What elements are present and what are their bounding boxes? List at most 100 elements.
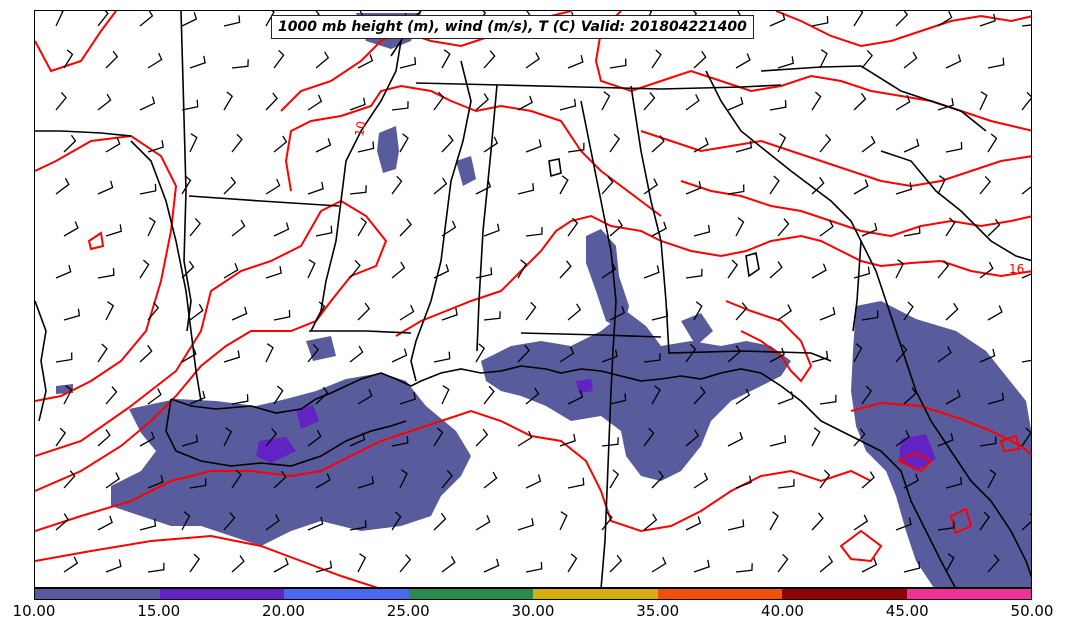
wind-barb <box>1021 359 1031 363</box>
precip-area-florida <box>851 301 1031 587</box>
colorbar-segment <box>782 589 907 599</box>
wind-barb <box>895 259 905 279</box>
wind-barb <box>693 386 706 405</box>
wind-barb <box>357 141 375 153</box>
wind-barb <box>727 184 745 195</box>
wind-barb <box>861 471 875 489</box>
wind-barb <box>55 427 67 447</box>
wind-barb <box>223 512 236 531</box>
wind-barb <box>1021 24 1031 27</box>
precip-core-1 <box>256 437 296 463</box>
wind-barb <box>483 223 500 237</box>
wind-barb <box>139 183 157 195</box>
lake <box>548 158 562 178</box>
wind-barb <box>189 390 206 405</box>
wind-barb <box>147 388 162 405</box>
wind-barb <box>567 142 585 153</box>
wind-barb <box>903 387 917 405</box>
wind-barb <box>441 220 457 237</box>
wind-barb <box>517 518 534 531</box>
wind-barb <box>819 307 836 321</box>
wind-barb <box>223 91 234 111</box>
precip-area-small-2 <box>306 336 336 361</box>
coastline <box>165 398 407 467</box>
wind-barb <box>945 389 961 405</box>
wind-barb <box>475 428 489 447</box>
wind-barb <box>853 266 871 279</box>
wind-barb <box>349 97 366 111</box>
wind-barb <box>811 15 829 27</box>
coastline <box>170 365 956 587</box>
wind-barb <box>55 177 70 195</box>
wind-barb <box>525 561 543 573</box>
wind-barb <box>441 49 451 69</box>
wind-barb <box>273 309 291 321</box>
wind-barb <box>861 135 876 153</box>
precip-area-small-1 <box>456 156 476 186</box>
state-boundary <box>760 65 987 132</box>
wind-barb <box>357 53 374 69</box>
wind-barb <box>315 51 330 69</box>
colorbar-tick-label: 40.00 <box>761 602 804 620</box>
wind-barb <box>63 134 77 153</box>
wind-barb <box>147 140 164 153</box>
wind-barb <box>525 139 542 153</box>
wind-barb <box>391 261 406 279</box>
wind-barb <box>315 473 331 489</box>
wind-barb <box>147 52 163 69</box>
wind-barb <box>189 133 198 153</box>
colorbar <box>34 588 1032 600</box>
coastline <box>35 300 47 422</box>
wind-barb <box>903 138 920 153</box>
wind-barb <box>769 347 785 363</box>
height-contour <box>35 199 388 492</box>
wind-barb <box>391 175 403 195</box>
wind-barb <box>987 57 1005 69</box>
wind-barb <box>685 343 697 363</box>
wind-barb <box>609 393 627 405</box>
wind-barb <box>181 511 191 531</box>
river <box>410 60 472 382</box>
wind-barb <box>777 479 795 489</box>
colorbar-segment <box>35 589 160 599</box>
wind-barb <box>265 266 282 279</box>
wind-barb <box>735 53 751 69</box>
height-contour <box>35 409 872 533</box>
wind-barb <box>147 217 156 237</box>
wind-barb <box>777 218 790 237</box>
wind-barb <box>651 49 662 69</box>
precip-core-3 <box>899 434 936 471</box>
wind-barb <box>105 472 120 489</box>
wind-barb <box>399 133 409 153</box>
wind-barb <box>651 470 664 489</box>
wind-barb <box>265 92 278 111</box>
contour-labels: 10 16 <box>352 120 1024 276</box>
wind-barb <box>475 267 493 279</box>
precip-core-2 <box>296 405 319 429</box>
lake <box>745 251 760 278</box>
wind-barb <box>517 183 535 195</box>
wind-barb <box>483 558 500 573</box>
wind-barb <box>735 475 752 489</box>
wind-barb <box>643 513 658 531</box>
colorbar-ticks: 10.00 15.00 20.00 25.00 30.00 35.00 40.00 45.00… <box>0 602 1065 626</box>
wind-barb <box>105 559 122 573</box>
wind-barb <box>819 134 832 153</box>
wind-barb <box>819 469 831 489</box>
wind-barb <box>819 220 834 237</box>
wind-barb <box>895 11 909 27</box>
wind-barb <box>315 386 329 405</box>
wind-barb <box>189 478 207 489</box>
wind-barb <box>483 136 499 153</box>
wind-barb <box>55 352 73 363</box>
wind-barb <box>1021 91 1031 111</box>
wind-barb <box>357 389 373 405</box>
wind-barb <box>97 429 111 447</box>
wind-barb <box>475 93 489 111</box>
wind-barb <box>559 175 569 195</box>
wind-barb <box>265 428 278 447</box>
wind-barb <box>307 343 319 363</box>
height-contour <box>284 84 662 217</box>
wind-barb <box>685 94 700 111</box>
wind-barb <box>567 55 584 69</box>
